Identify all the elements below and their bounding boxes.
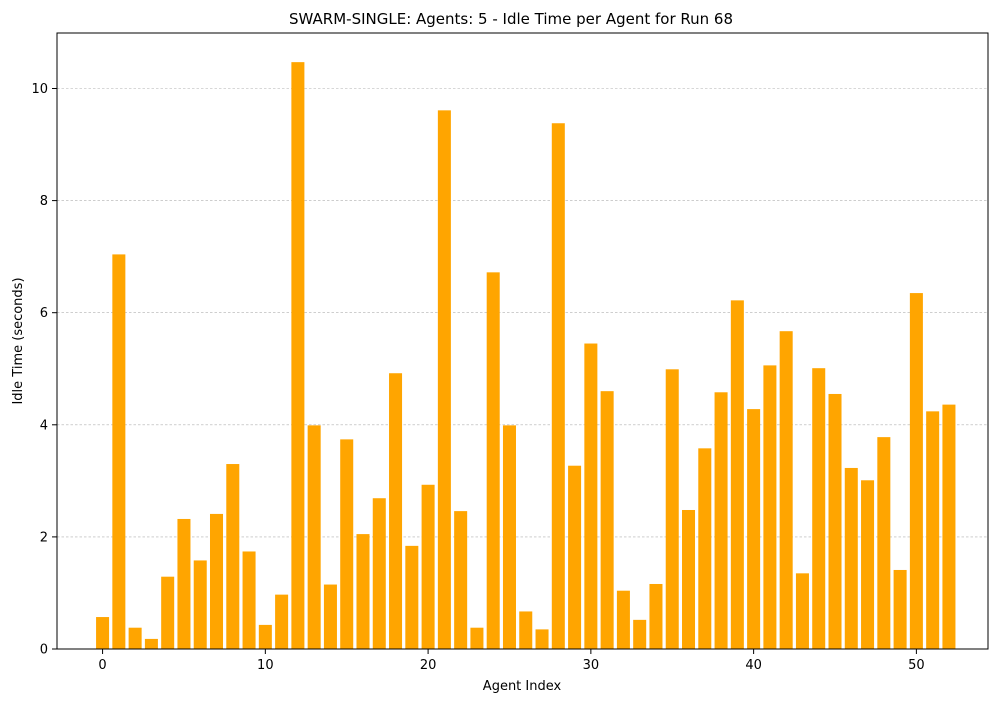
y-tick-label-2: 2	[40, 530, 48, 545]
bar-agent-5	[177, 518, 191, 649]
bar-agent-52	[942, 404, 956, 649]
bar-agent-46	[844, 467, 858, 649]
bar-agent-26	[519, 611, 533, 649]
bar-agent-42	[779, 331, 793, 649]
bar-agent-0	[96, 617, 110, 649]
bar-agent-30	[584, 343, 598, 649]
y-tick-label-6: 6	[40, 306, 48, 321]
bar-agent-39	[730, 300, 744, 649]
bar-agent-51	[926, 411, 940, 649]
bar-agent-4	[161, 576, 175, 649]
bar-agent-7	[209, 513, 224, 649]
bar-agent-50	[909, 293, 923, 649]
plot-frame	[56, 32, 989, 650]
bar-agent-35	[665, 369, 679, 649]
chart-title: SWARM-SINGLE: Agents: 5 - Idle Time per …	[289, 10, 733, 28]
y-axis-label: Idle Time (seconds)	[11, 277, 26, 404]
bar-agent-27	[535, 629, 549, 649]
bar-agent-8	[226, 464, 240, 649]
bar-agent-31	[600, 391, 614, 649]
bar-agent-13	[307, 425, 321, 649]
x-axis-ticks: 0 10 20 30 40 50	[98, 649, 925, 673]
bar-agent-36	[682, 509, 696, 649]
bar-agent-49	[893, 569, 907, 649]
bar-agent-25	[502, 425, 516, 649]
x-tick-label-0: 0	[98, 658, 106, 673]
bar-agent-1	[112, 254, 126, 649]
bar-agent-24	[486, 272, 500, 649]
bar-agent-29	[568, 465, 582, 649]
bar-agent-19	[405, 545, 419, 649]
y-tick-label-10: 10	[31, 82, 48, 97]
x-tick-label-40: 40	[745, 658, 762, 673]
y-tick-label-4: 4	[40, 418, 48, 433]
bar-agent-15	[340, 439, 354, 649]
bar-agent-12	[291, 62, 305, 650]
bar-agent-45	[828, 393, 842, 649]
bar-agent-11	[275, 594, 289, 649]
bar-agent-43	[795, 573, 809, 649]
bar-agent-10	[258, 624, 272, 649]
bar-agent-33	[633, 619, 647, 649]
x-tick-label-30: 30	[583, 658, 600, 673]
bar-agent-20	[421, 484, 435, 649]
bar-agent-34	[649, 583, 663, 649]
bar-agent-22	[454, 511, 468, 649]
bar-agent-17	[372, 498, 386, 649]
bar-agent-38	[714, 392, 728, 649]
bar-agent-40	[747, 409, 761, 649]
bar-agent-28	[551, 123, 565, 649]
x-tick-label-20: 20	[420, 658, 437, 673]
bar-agent-3	[144, 638, 158, 649]
y-tick-label-8: 8	[40, 194, 48, 209]
bars	[96, 62, 956, 650]
bar-agent-14	[323, 584, 337, 649]
x-axis-label: Agent Index	[483, 679, 562, 694]
bar-agent-9	[242, 551, 256, 649]
bar-agent-32	[616, 590, 630, 649]
y-axis-ticks: 0 2 4 6 8 10	[31, 82, 57, 658]
bar-agent-41	[763, 365, 777, 649]
bar-agent-2	[128, 627, 142, 649]
bar-agent-48	[877, 437, 891, 649]
bar-agent-21	[437, 110, 451, 649]
bar-agent-16	[356, 534, 370, 649]
bar-agent-6	[193, 560, 207, 649]
bar-agent-23	[470, 627, 484, 649]
y-tick-label-0: 0	[40, 643, 48, 658]
bar-agent-37	[698, 448, 712, 649]
bar-agent-44	[812, 368, 826, 649]
x-tick-label-10: 10	[257, 658, 274, 673]
bar-agent-18	[389, 373, 403, 649]
x-tick-label-50: 50	[908, 658, 925, 673]
bar-agent-47	[861, 480, 875, 649]
